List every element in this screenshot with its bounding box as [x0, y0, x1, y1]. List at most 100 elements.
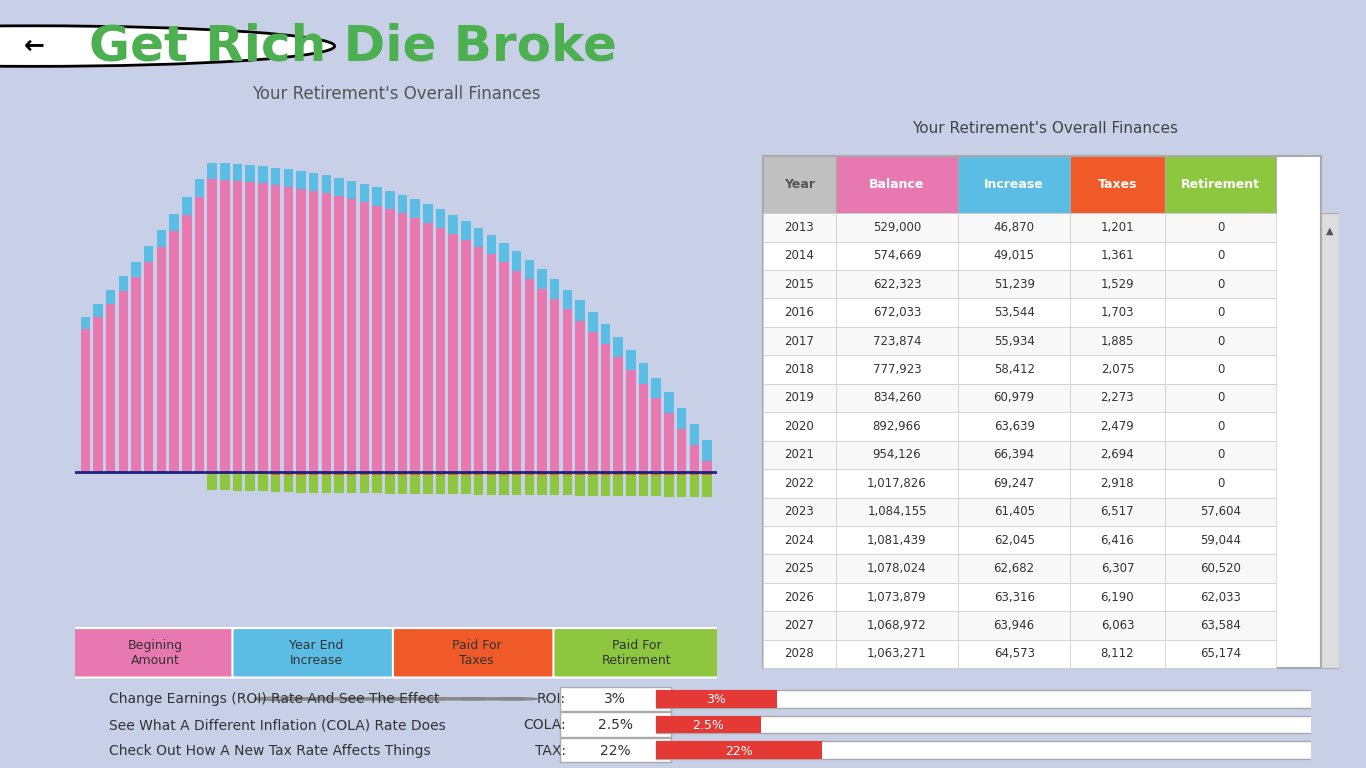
- FancyBboxPatch shape: [1165, 441, 1276, 469]
- Bar: [232, 181, 242, 472]
- Text: Balance: Balance: [869, 178, 925, 190]
- Bar: [270, 472, 280, 475]
- FancyBboxPatch shape: [656, 690, 777, 707]
- Bar: [410, 218, 419, 472]
- Text: 2025: 2025: [784, 562, 814, 575]
- Text: 574,669: 574,669: [873, 250, 921, 263]
- Text: 69,247: 69,247: [993, 477, 1035, 490]
- Text: 0: 0: [1217, 278, 1224, 291]
- Bar: [347, 475, 357, 493]
- Text: 2015: 2015: [784, 278, 814, 291]
- FancyBboxPatch shape: [1165, 384, 1276, 412]
- Bar: [474, 247, 484, 472]
- Bar: [587, 475, 597, 495]
- Bar: [639, 363, 649, 384]
- Text: 622,323: 622,323: [873, 278, 921, 291]
- Bar: [512, 472, 522, 475]
- FancyBboxPatch shape: [959, 214, 1070, 242]
- Bar: [613, 472, 623, 475]
- Bar: [702, 440, 712, 461]
- Text: 2,694: 2,694: [1101, 449, 1134, 462]
- FancyBboxPatch shape: [1165, 640, 1276, 668]
- Bar: [448, 472, 458, 475]
- Bar: [678, 472, 686, 475]
- Text: 3%: 3%: [706, 693, 727, 706]
- Text: 0: 0: [1217, 335, 1224, 348]
- Text: 65,174: 65,174: [1201, 647, 1242, 660]
- Text: Paid For
Retirement: Paid For Retirement: [602, 639, 672, 667]
- Bar: [525, 260, 534, 280]
- Bar: [398, 214, 407, 472]
- FancyBboxPatch shape: [959, 441, 1070, 469]
- Bar: [563, 310, 572, 472]
- FancyBboxPatch shape: [836, 583, 959, 611]
- Text: 1,017,826: 1,017,826: [867, 477, 928, 490]
- FancyBboxPatch shape: [959, 384, 1070, 412]
- Bar: [131, 276, 141, 472]
- Text: 2018: 2018: [784, 363, 814, 376]
- FancyBboxPatch shape: [1070, 214, 1165, 242]
- FancyBboxPatch shape: [836, 640, 959, 668]
- Bar: [639, 475, 649, 496]
- FancyBboxPatch shape: [836, 469, 959, 498]
- FancyBboxPatch shape: [553, 628, 720, 677]
- Bar: [321, 472, 331, 475]
- Bar: [385, 191, 395, 210]
- Bar: [335, 472, 344, 475]
- FancyBboxPatch shape: [959, 356, 1070, 384]
- FancyBboxPatch shape: [1165, 583, 1276, 611]
- Text: 2016: 2016: [784, 306, 814, 319]
- Bar: [587, 312, 597, 333]
- Text: 58,412: 58,412: [993, 363, 1034, 376]
- Bar: [575, 472, 585, 475]
- Bar: [537, 475, 546, 495]
- Bar: [93, 317, 102, 472]
- Text: 2013: 2013: [784, 221, 814, 233]
- Bar: [512, 270, 522, 472]
- Text: 1,361: 1,361: [1101, 250, 1134, 263]
- Bar: [284, 472, 294, 475]
- Bar: [436, 210, 445, 228]
- Bar: [702, 472, 712, 475]
- FancyBboxPatch shape: [764, 155, 836, 214]
- Text: 2,075: 2,075: [1101, 363, 1134, 376]
- Text: 6,416: 6,416: [1101, 534, 1134, 547]
- Text: 51,239: 51,239: [993, 278, 1034, 291]
- Text: 55,934: 55,934: [993, 335, 1034, 348]
- Text: 63,946: 63,946: [993, 619, 1034, 632]
- Bar: [335, 475, 344, 493]
- Bar: [347, 180, 357, 199]
- Text: Year End
Increase: Year End Increase: [288, 639, 343, 667]
- Bar: [652, 378, 661, 399]
- Text: 22%: 22%: [725, 744, 753, 757]
- Text: 777,923: 777,923: [873, 363, 921, 376]
- FancyBboxPatch shape: [1165, 526, 1276, 554]
- FancyBboxPatch shape: [764, 384, 836, 412]
- Circle shape: [0, 26, 335, 66]
- FancyBboxPatch shape: [1070, 526, 1165, 554]
- Bar: [702, 475, 712, 497]
- Bar: [309, 190, 318, 472]
- Bar: [143, 262, 153, 472]
- Bar: [537, 472, 546, 475]
- FancyBboxPatch shape: [656, 716, 1324, 733]
- Text: 60,520: 60,520: [1201, 562, 1242, 575]
- Bar: [385, 472, 395, 475]
- Bar: [347, 199, 357, 472]
- Bar: [321, 175, 331, 194]
- Bar: [550, 475, 560, 495]
- Bar: [664, 475, 673, 497]
- Text: 2026: 2026: [784, 591, 814, 604]
- FancyBboxPatch shape: [72, 628, 239, 677]
- Bar: [423, 475, 433, 494]
- Bar: [157, 247, 167, 472]
- FancyBboxPatch shape: [1070, 384, 1165, 412]
- FancyBboxPatch shape: [959, 469, 1070, 498]
- FancyBboxPatch shape: [1070, 299, 1165, 327]
- Text: 2,479: 2,479: [1101, 420, 1134, 433]
- Text: 49,015: 49,015: [993, 250, 1034, 263]
- Bar: [220, 164, 229, 180]
- FancyBboxPatch shape: [1070, 327, 1165, 356]
- FancyBboxPatch shape: [764, 554, 836, 583]
- Text: 2014: 2014: [784, 250, 814, 263]
